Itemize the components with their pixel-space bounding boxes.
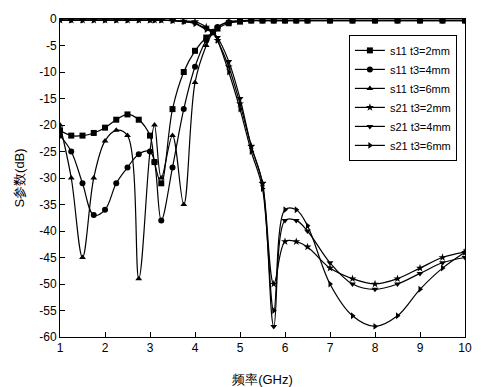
svg-text:1: 1 (57, 341, 64, 355)
svg-text:9: 9 (417, 341, 424, 355)
svg-text:-20: -20 (39, 118, 57, 132)
svg-text:-15: -15 (39, 92, 57, 106)
svg-text:2: 2 (102, 341, 109, 355)
svg-text:s11 t3=2mm: s11 t3=2mm (390, 45, 450, 57)
svg-text:s11 t3=6mm: s11 t3=6mm (390, 83, 450, 95)
svg-text:-30: -30 (39, 171, 57, 185)
svg-text:-50: -50 (39, 277, 57, 291)
svg-text:7: 7 (327, 341, 334, 355)
svg-text:0: 0 (50, 12, 57, 26)
svg-text:-55: -55 (39, 304, 57, 318)
svg-text:-35: -35 (39, 198, 57, 212)
svg-text:S参数(dB): S参数(dB) (12, 148, 27, 207)
svg-text:-5: -5 (46, 39, 57, 53)
svg-text:频率(GHz): 频率(GHz) (232, 372, 293, 387)
svg-text:s21 t3=2mm: s21 t3=2mm (390, 102, 451, 114)
svg-text:-10: -10 (39, 65, 57, 79)
svg-text:s21 t3=6mm: s21 t3=6mm (390, 140, 451, 152)
svg-text:-60: -60 (39, 330, 57, 344)
svg-text:s21 t3=4mm: s21 t3=4mm (390, 121, 451, 133)
svg-text:-45: -45 (39, 251, 57, 265)
svg-text:4: 4 (192, 341, 199, 355)
svg-text:s11 t3=4mm: s11 t3=4mm (390, 64, 450, 76)
svg-text:5: 5 (237, 341, 244, 355)
svg-text:10: 10 (458, 341, 472, 355)
svg-text:-40: -40 (39, 224, 57, 238)
svg-text:3: 3 (147, 341, 154, 355)
svg-text:6: 6 (282, 341, 289, 355)
svg-text:-25: -25 (39, 145, 57, 159)
svg-text:8: 8 (372, 341, 379, 355)
